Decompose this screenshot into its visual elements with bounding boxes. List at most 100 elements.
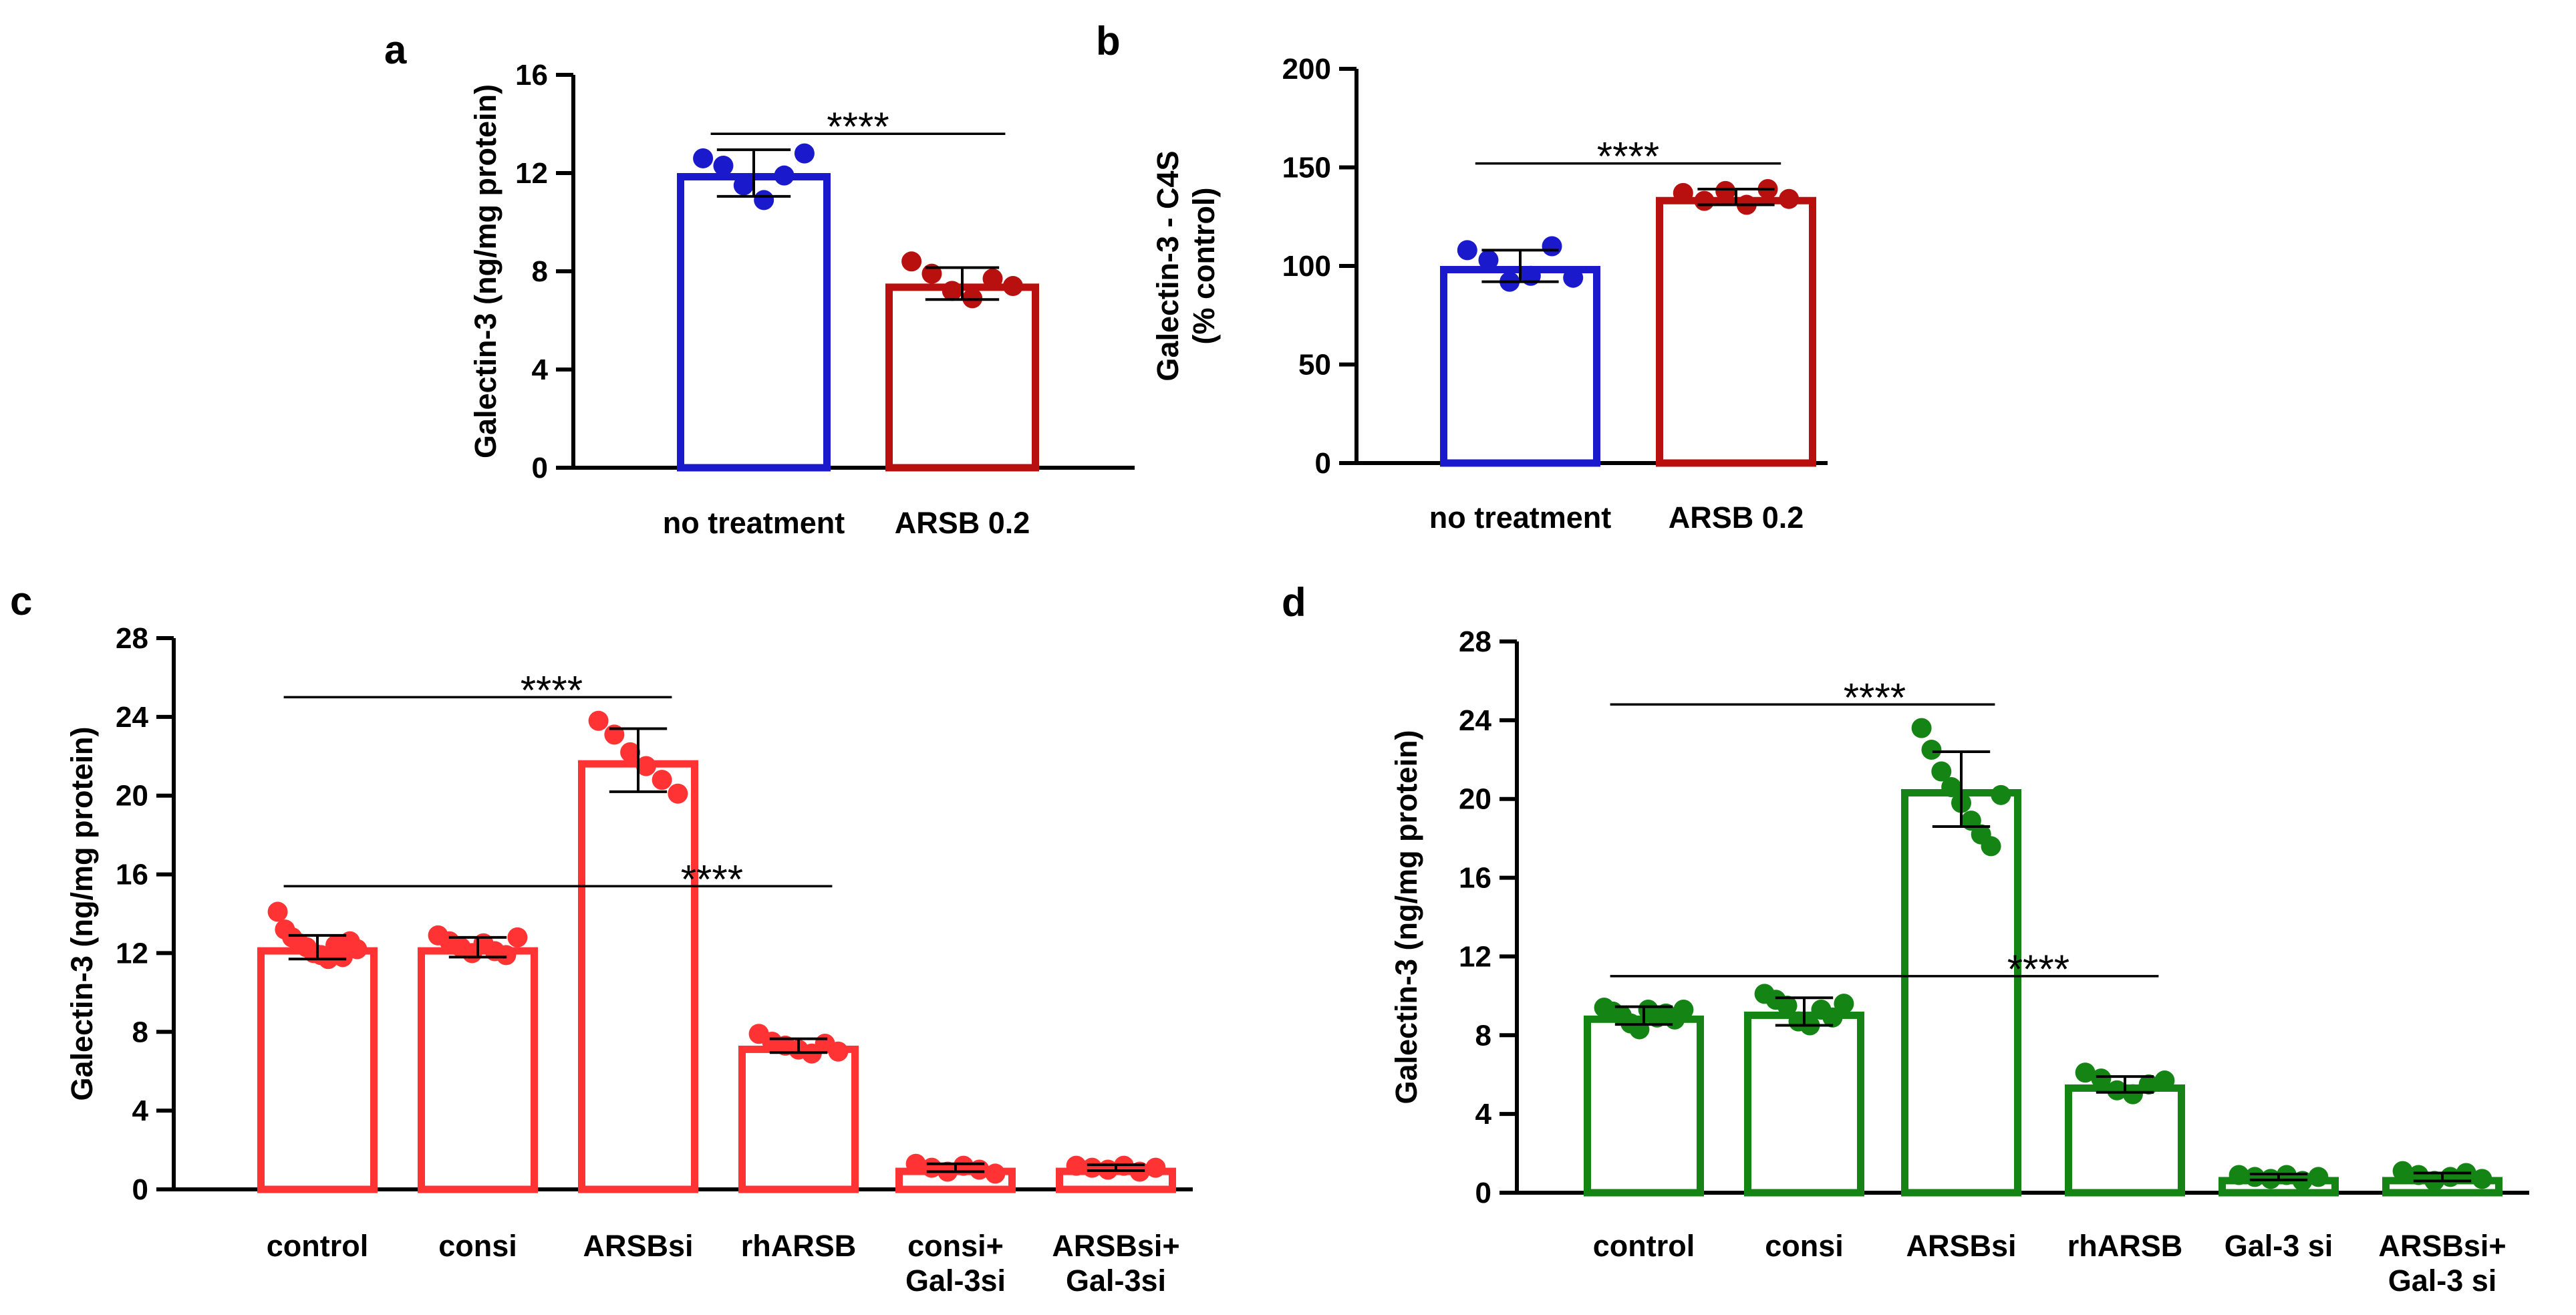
data-point bbox=[507, 927, 528, 947]
data-point bbox=[2091, 1068, 2112, 1089]
data-point bbox=[1629, 1019, 1650, 1040]
data-point bbox=[1991, 784, 2011, 805]
data-point bbox=[1941, 777, 1962, 798]
data-point bbox=[588, 710, 609, 731]
data-point bbox=[1673, 999, 1694, 1020]
y-tick-label: 12 bbox=[1459, 940, 1491, 973]
y-tick-label: 4 bbox=[132, 1094, 149, 1127]
significance-label: **** bbox=[681, 857, 743, 901]
category-label: no treatment bbox=[663, 506, 845, 540]
y-tick-label: 4 bbox=[1475, 1098, 1492, 1131]
data-point bbox=[1911, 718, 1932, 738]
data-point bbox=[2472, 1169, 2492, 1189]
y-tick-label: 16 bbox=[116, 859, 148, 891]
data-point bbox=[1931, 761, 1952, 782]
data-point bbox=[2075, 1062, 2096, 1083]
panel-b: b 0 50 100 150 200 Galectin-3 - C4S (% control)… bbox=[1096, 19, 1828, 535]
data-point bbox=[1478, 250, 1499, 271]
data-point bbox=[828, 1041, 849, 1062]
data-point bbox=[2107, 1080, 2128, 1101]
significance-label: **** bbox=[521, 668, 583, 712]
data-point bbox=[1082, 1157, 1103, 1178]
category-label: Gal-3 si bbox=[2388, 1264, 2497, 1298]
data-point bbox=[2308, 1167, 2329, 1187]
data-point bbox=[1834, 994, 1854, 1014]
data-point bbox=[1822, 1007, 1843, 1028]
panel-letter: c bbox=[10, 579, 32, 623]
y-tick-label: 20 bbox=[1459, 783, 1491, 816]
data-point bbox=[1563, 267, 1584, 288]
category-label: control bbox=[267, 1229, 369, 1263]
y-tick-label: 0 bbox=[532, 452, 548, 484]
y-tick-label: 24 bbox=[1459, 704, 1491, 737]
category-label: consi bbox=[1765, 1229, 1844, 1263]
category-label: ARSBsi bbox=[583, 1229, 693, 1263]
data-point bbox=[1542, 236, 1562, 257]
y-tick-label: 0 bbox=[1315, 447, 1331, 480]
data-point bbox=[905, 1153, 926, 1174]
data-point bbox=[1694, 190, 1715, 211]
y-tick-label: 24 bbox=[116, 701, 148, 734]
y-axis-title: Galectin-3 (ng/mg protein) bbox=[65, 726, 99, 1101]
y-axis-title: Galectin-3 - C4S bbox=[1151, 150, 1185, 381]
y-tick-label: 150 bbox=[1282, 152, 1331, 184]
data-point bbox=[668, 783, 688, 804]
significance-label: **** bbox=[827, 104, 889, 149]
y-tick-label: 8 bbox=[1475, 1019, 1491, 1052]
y-axis-title: Galectin-3 (ng/mg protein) bbox=[468, 84, 503, 458]
category-label: ARSB 0.2 bbox=[1669, 500, 1804, 535]
panel-letter: a bbox=[384, 27, 407, 72]
category-label: Gal-3 si bbox=[2225, 1229, 2333, 1263]
data-point bbox=[982, 269, 1003, 289]
data-point bbox=[267, 901, 288, 922]
category-label: ARSBsi bbox=[1906, 1229, 2016, 1263]
data-point bbox=[2229, 1165, 2249, 1185]
category-label: rhARSB bbox=[2067, 1229, 2183, 1263]
significance-label: **** bbox=[2007, 947, 2069, 992]
category-label: ARSBsi+ bbox=[1052, 1229, 1179, 1263]
data-point bbox=[774, 165, 795, 186]
y-tick-label: 20 bbox=[116, 780, 148, 813]
data-point bbox=[1457, 240, 1477, 261]
y-tick-label: 100 bbox=[1282, 250, 1331, 283]
data-point bbox=[2245, 1167, 2265, 1187]
panel-a: a 0 4 8 12 16 Galectin-3 (ng/mg protein) no tre… bbox=[384, 27, 1135, 540]
category-label: consi+ bbox=[907, 1229, 1004, 1263]
y-tick-label: 4 bbox=[532, 353, 549, 386]
panel-d: d 0 4 8 12 16 20 24 28 Galectin-3 (ng/mg protein)… bbox=[1282, 580, 2529, 1298]
data-point bbox=[1777, 996, 1798, 1016]
y-axis-title: (% control) bbox=[1187, 188, 1221, 345]
category-label: no treatment bbox=[1429, 500, 1612, 535]
data-point bbox=[2138, 1074, 2159, 1094]
y-tick-label: 12 bbox=[515, 157, 548, 190]
significance-label: **** bbox=[1844, 675, 1906, 720]
data-point bbox=[754, 190, 774, 210]
data-point bbox=[1921, 740, 1942, 760]
category-label: Gal-3si bbox=[905, 1264, 1006, 1298]
category-label: control bbox=[1593, 1229, 1695, 1263]
data-point bbox=[2392, 1161, 2413, 1181]
data-point bbox=[1779, 188, 1800, 209]
y-tick-label: 16 bbox=[1459, 862, 1491, 895]
category-label: Gal-3si bbox=[1066, 1264, 1166, 1298]
y-tick-label: 50 bbox=[1298, 349, 1331, 382]
category-label: rhARSB bbox=[741, 1229, 857, 1263]
y-tick-label: 0 bbox=[1475, 1177, 1491, 1209]
data-point bbox=[496, 945, 517, 966]
y-tick-label: 8 bbox=[132, 1016, 148, 1048]
category-label: ARSB 0.2 bbox=[895, 506, 1030, 540]
y-tick-label: 0 bbox=[132, 1173, 148, 1206]
y-tick-label: 8 bbox=[532, 255, 548, 288]
data-point bbox=[1981, 836, 2001, 857]
y-tick-label: 28 bbox=[1459, 625, 1491, 658]
data-point bbox=[652, 770, 672, 790]
data-point bbox=[1002, 276, 1023, 297]
data-point bbox=[1715, 180, 1736, 201]
data-point bbox=[635, 756, 656, 776]
category-label: ARSBsi+ bbox=[2378, 1229, 2506, 1263]
data-point bbox=[713, 155, 734, 176]
data-point bbox=[620, 742, 641, 762]
panel-letter: d bbox=[1282, 580, 1306, 625]
